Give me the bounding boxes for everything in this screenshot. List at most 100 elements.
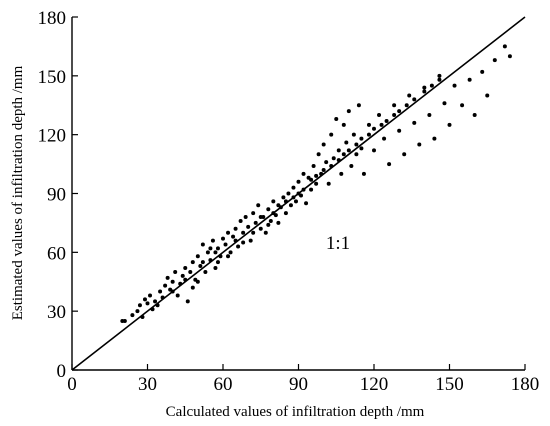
x-axis-label: Calculated values of infiltration depth … [166,404,425,420]
data-point [316,152,321,157]
data-point [135,309,140,314]
y-tick-label: 150 [38,67,67,88]
data-point [304,201,309,206]
reference-line-label: 1:1 [326,233,350,254]
data-point [238,218,243,223]
data-point [190,260,195,265]
data-point [175,293,180,298]
data-point [173,269,178,274]
data-point [296,179,301,184]
data-point [155,303,160,308]
data-point [324,160,329,165]
data-point [293,199,298,204]
data-point [198,264,203,269]
data-point [183,266,188,271]
data-point [241,240,246,245]
data-point [288,203,293,208]
x-tick-label: 120 [360,374,389,395]
data-point [185,299,190,304]
data-point [329,132,334,137]
data-point [397,128,402,133]
data-point [341,152,346,157]
data-point [359,146,364,151]
data-point [404,103,409,108]
data-point [442,101,447,106]
data-point [205,250,210,255]
data-point [301,187,306,192]
data-point [213,250,218,255]
data-point [437,77,442,82]
data-point [467,77,472,82]
data-point [311,164,316,169]
data-point [301,171,306,176]
data-point [256,203,261,208]
x-tick-label: 0 [67,374,77,395]
data-point [372,148,376,153]
data-point [377,113,382,118]
data-point [472,113,477,118]
data-point [258,215,263,220]
y-axis-label: Estimated values of infiltration depth /… [10,65,26,320]
data-point [291,195,296,200]
data-point [314,181,319,186]
data-point [460,103,465,108]
data-point [180,273,185,278]
data-point [233,238,238,243]
data-point [387,162,392,167]
data-point [200,260,205,265]
data-point [266,207,271,212]
data-point [384,118,389,123]
data-point [213,266,218,271]
data-point [163,283,168,288]
x-tick-label: 60 [214,374,233,395]
data-point [271,199,276,204]
y-tick-label: 60 [47,243,66,264]
data-point [427,113,432,118]
y-tick-label: 180 [38,8,67,29]
x-tick-label: 150 [435,374,464,395]
data-point [228,250,233,255]
data-point [145,301,150,306]
data-point [203,269,208,274]
data-point [188,269,193,274]
data-point [339,171,344,176]
data-point [379,122,384,127]
data-point [344,140,349,145]
data-point [195,279,200,284]
data-point [130,313,135,318]
data-point [356,103,361,108]
data-point [231,234,236,239]
data-point [223,242,228,247]
data-point [251,230,256,235]
y-tick-label: 30 [47,302,66,323]
data-point [195,254,200,259]
x-tick-label: 180 [511,374,540,395]
data-point [291,185,296,190]
data-point [417,142,422,147]
data-point [341,122,346,127]
data-point [359,136,364,141]
data-point [309,187,314,192]
y-tick-label: 120 [38,126,67,147]
data-point [346,109,351,114]
data-point [349,164,354,169]
data-point [140,315,145,320]
data-point [492,58,497,63]
data-point [485,93,490,98]
data-point [412,97,417,102]
data-point [319,171,324,176]
data-point [170,289,175,294]
y-tick-label: 0 [57,361,67,382]
data-point [283,211,288,216]
data-point [236,244,241,249]
data-point [392,103,397,108]
data-point [296,191,301,196]
data-point [334,116,339,121]
data-point [507,54,512,59]
data-point [241,230,246,235]
data-point [321,167,326,172]
data-point [321,142,326,147]
data-point [329,164,334,169]
data-point [281,195,286,200]
